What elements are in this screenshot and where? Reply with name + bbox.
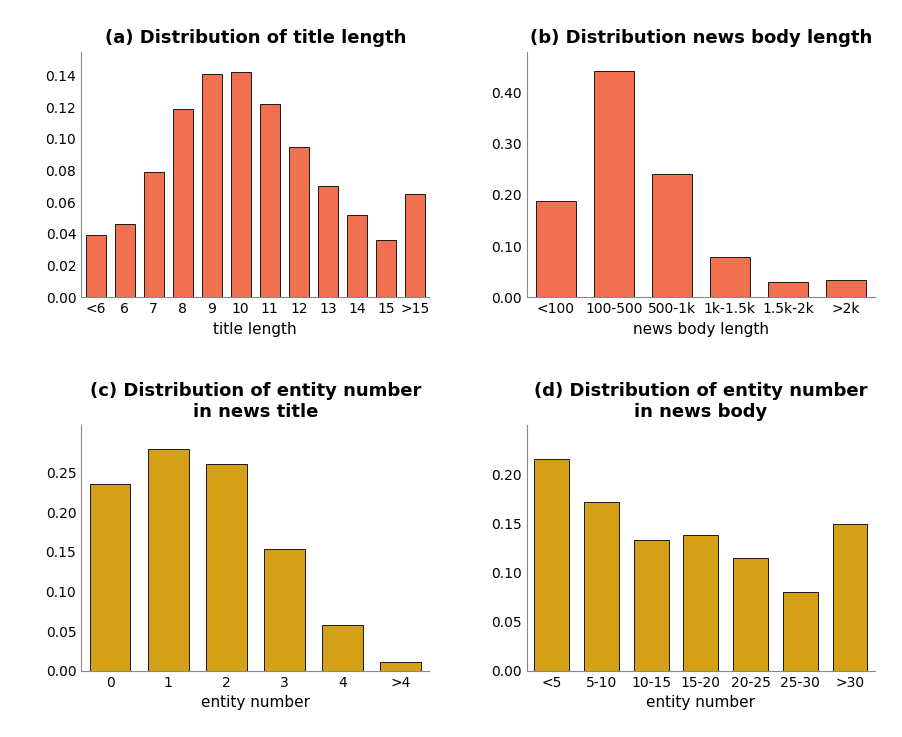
Bar <box>346 215 367 297</box>
Bar <box>231 72 251 297</box>
X-axis label: title length: title length <box>214 321 297 337</box>
Title: (b) Distribution news body length: (b) Distribution news body length <box>529 29 872 47</box>
Bar <box>260 104 280 297</box>
Bar <box>594 71 634 297</box>
Bar <box>405 195 425 297</box>
Bar <box>206 464 246 671</box>
Bar <box>318 186 338 297</box>
Bar <box>536 201 576 297</box>
Bar <box>90 484 131 671</box>
Bar <box>584 502 619 671</box>
X-axis label: news body length: news body length <box>633 321 769 337</box>
Bar <box>833 524 868 671</box>
Bar <box>768 282 808 297</box>
X-axis label: entity number: entity number <box>647 695 755 710</box>
Bar <box>380 662 420 671</box>
Bar <box>375 240 396 297</box>
Title: (c) Distribution of entity number
in news title: (c) Distribution of entity number in new… <box>89 382 421 421</box>
Title: (a) Distribution of title length: (a) Distribution of title length <box>105 29 406 47</box>
X-axis label: entity number: entity number <box>201 695 309 710</box>
Bar <box>733 558 768 671</box>
Bar <box>201 74 222 297</box>
Bar <box>710 256 750 297</box>
Title: (d) Distribution of entity number
in news body: (d) Distribution of entity number in new… <box>534 382 868 421</box>
Bar <box>86 235 106 297</box>
Bar <box>534 459 569 671</box>
Bar <box>783 592 818 671</box>
Bar <box>322 626 363 671</box>
Bar <box>634 540 668 671</box>
Bar <box>143 172 164 297</box>
Bar <box>115 224 135 297</box>
Bar <box>148 449 189 671</box>
Bar <box>289 147 308 297</box>
Bar <box>651 175 692 297</box>
Bar <box>825 280 866 297</box>
Bar <box>684 535 718 671</box>
Bar <box>264 549 305 671</box>
Bar <box>172 108 193 297</box>
